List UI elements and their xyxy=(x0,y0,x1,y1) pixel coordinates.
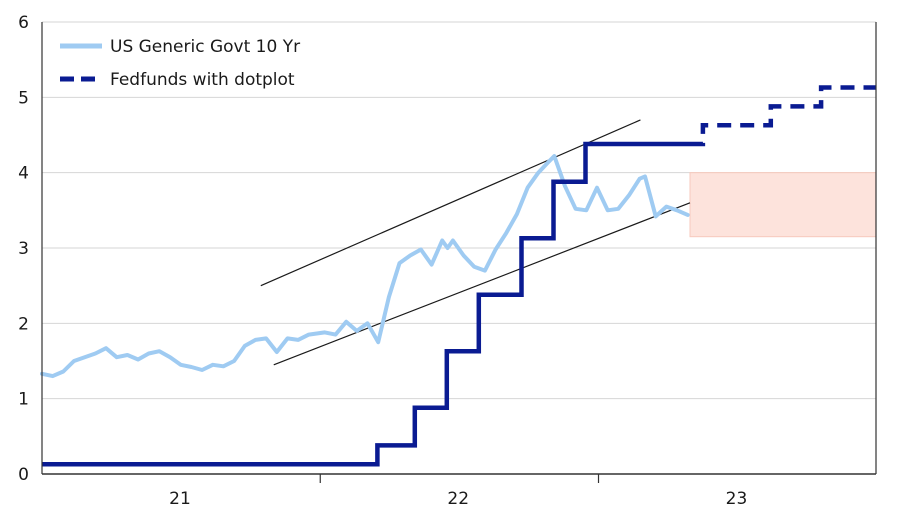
trend-channel-line-2 xyxy=(273,202,691,366)
shaded-region-layer xyxy=(689,172,877,238)
shaded-region xyxy=(689,172,877,238)
y-tick-label-1: 1 xyxy=(18,390,29,410)
trend-channel-line-1 xyxy=(260,119,641,287)
legend-label-treasury: US Generic Govt 10 Yr xyxy=(110,37,300,57)
x-tick-label-22: 22 xyxy=(447,489,469,509)
y-tick-label-2: 2 xyxy=(18,314,29,334)
x-tick-label-21: 21 xyxy=(169,489,191,509)
x-tick-label-23: 23 xyxy=(726,489,748,509)
series-layer xyxy=(40,85,876,467)
y-tick-label-4: 4 xyxy=(18,164,29,184)
series-line-us-10yr xyxy=(40,154,690,379)
y-tick-label-6: 6 xyxy=(18,13,29,33)
legend-label-fedfunds: Fedfunds with dotplot xyxy=(110,70,295,90)
legend: US Generic Govt 10 Yr Fedfunds with dotp… xyxy=(60,37,300,90)
y-tick-label-3: 3 xyxy=(18,239,29,259)
trend-channel-layer xyxy=(260,119,691,366)
series-line-fedfunds-dotplot xyxy=(690,85,876,147)
series-line-fedfunds xyxy=(42,141,690,467)
y-tick-label-0: 0 xyxy=(18,465,29,485)
y-tick-label-5: 5 xyxy=(18,88,29,108)
